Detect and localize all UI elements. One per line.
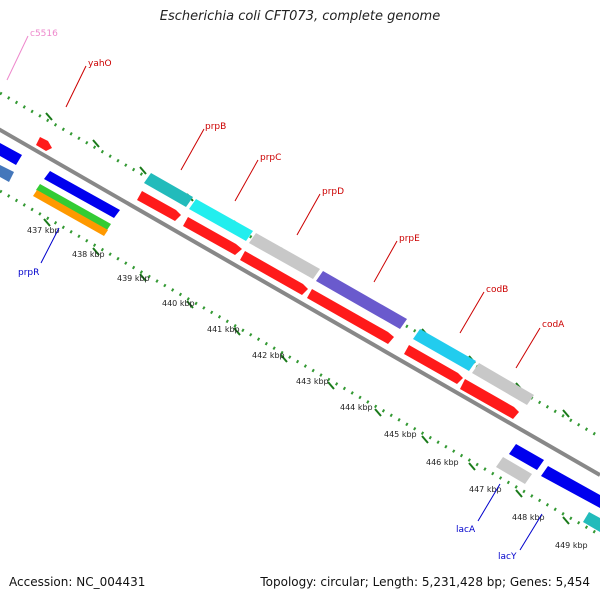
leader-codB xyxy=(459,291,485,334)
label-prpC[interactable]: prpC xyxy=(260,153,281,163)
label-yahO[interactable]: yahO xyxy=(88,59,112,69)
outer-gene-track xyxy=(36,137,534,405)
gene-prpD[interactable] xyxy=(249,233,320,279)
tick-label-449: 449 kbp xyxy=(555,541,588,550)
label-lacY[interactable]: lacY xyxy=(498,552,517,562)
gene-prpE[interactable] xyxy=(316,271,407,329)
gene-prpE-arrow[interactable] xyxy=(307,289,394,344)
reverse-gene-track xyxy=(0,143,120,236)
gene-codB[interactable] xyxy=(413,329,476,371)
label-codA[interactable]: codA xyxy=(542,320,565,330)
label-prpD[interactable]: prpD xyxy=(322,187,344,197)
tick-label-448: 448 kbp xyxy=(512,513,545,522)
tick-label-439: 439 kbp xyxy=(117,274,150,283)
label-prpR[interactable]: prpR xyxy=(18,268,39,278)
tick-label-440: 440 kbp xyxy=(162,299,195,308)
inner-ring-ticks xyxy=(43,218,570,525)
gene-codA-arrow[interactable] xyxy=(460,379,519,419)
leader-c5516 xyxy=(6,35,29,81)
genome-stats-text: Topology: circular; Length: 5,231,428 bp… xyxy=(260,575,590,589)
lac-gene-track xyxy=(496,444,600,532)
genome-backbone xyxy=(0,127,600,477)
accession-text: Accession: NC_004431 xyxy=(9,575,146,589)
gene-codA[interactable] xyxy=(472,363,534,405)
tick-label-442: 442 kbp xyxy=(252,351,285,360)
leader-yahO xyxy=(65,65,87,108)
gene-prpC[interactable] xyxy=(189,199,253,241)
label-c5516[interactable]: c5516 xyxy=(30,29,58,39)
gene-prpR[interactable] xyxy=(44,171,120,218)
gene-left-blue[interactable] xyxy=(0,143,22,165)
leader-lacA xyxy=(477,483,501,522)
tick-labels: 437 kbp 438 kbp 439 kbp 440 kbp 441 kbp … xyxy=(27,226,588,550)
gene-labels: c5516 yahO prpB prpC prpD prpE codB codA… xyxy=(18,29,565,562)
label-prpB[interactable]: prpB xyxy=(205,122,226,132)
label-codB[interactable]: codB xyxy=(486,285,508,295)
leader-lacY xyxy=(519,513,543,551)
gene-prpB-arrow[interactable] xyxy=(137,191,181,221)
tick-label-444: 444 kbp xyxy=(340,403,373,412)
tick-label-447: 447 kbp xyxy=(469,485,502,494)
tick-label-445: 445 kbp xyxy=(384,430,417,439)
leader-codA xyxy=(515,327,541,369)
forward-gene-track xyxy=(137,191,519,419)
label-leaders xyxy=(6,35,543,551)
leader-prpC xyxy=(234,159,259,202)
label-prpE[interactable]: prpE xyxy=(399,234,420,244)
gene-orange-band[interactable] xyxy=(33,190,108,236)
leader-prpB xyxy=(180,128,205,171)
gene-right-teal[interactable] xyxy=(583,512,600,532)
gene-lacA[interactable] xyxy=(496,457,532,484)
tick-label-441: 441 kbp xyxy=(207,325,240,334)
gene-codB-arrow[interactable] xyxy=(404,345,463,384)
gene-left-steel[interactable] xyxy=(0,165,14,182)
leader-prpE xyxy=(373,240,398,283)
gene-yahO[interactable] xyxy=(36,137,52,151)
gene-green-band[interactable] xyxy=(36,184,111,230)
inner-scale-ring xyxy=(0,189,600,537)
leader-prpR xyxy=(40,227,60,264)
gene-prpB[interactable] xyxy=(144,173,193,207)
leader-prpD xyxy=(296,193,321,236)
gene-prpC-arrow[interactable] xyxy=(183,217,242,255)
tick-label-443: 443 kbp xyxy=(296,377,329,386)
gene-lacZ-upper[interactable] xyxy=(509,444,544,470)
map-title: Escherichia coli CFT073, complete genome xyxy=(159,9,441,24)
tick-label-437: 437 kbp xyxy=(27,226,60,235)
gene-lacY[interactable] xyxy=(541,466,600,508)
gene-prpD-arrow[interactable] xyxy=(240,251,308,295)
tick-label-438: 438 kbp xyxy=(72,250,105,259)
label-lacA[interactable]: lacA xyxy=(456,525,476,535)
tick-label-446: 446 kbp xyxy=(426,458,459,467)
